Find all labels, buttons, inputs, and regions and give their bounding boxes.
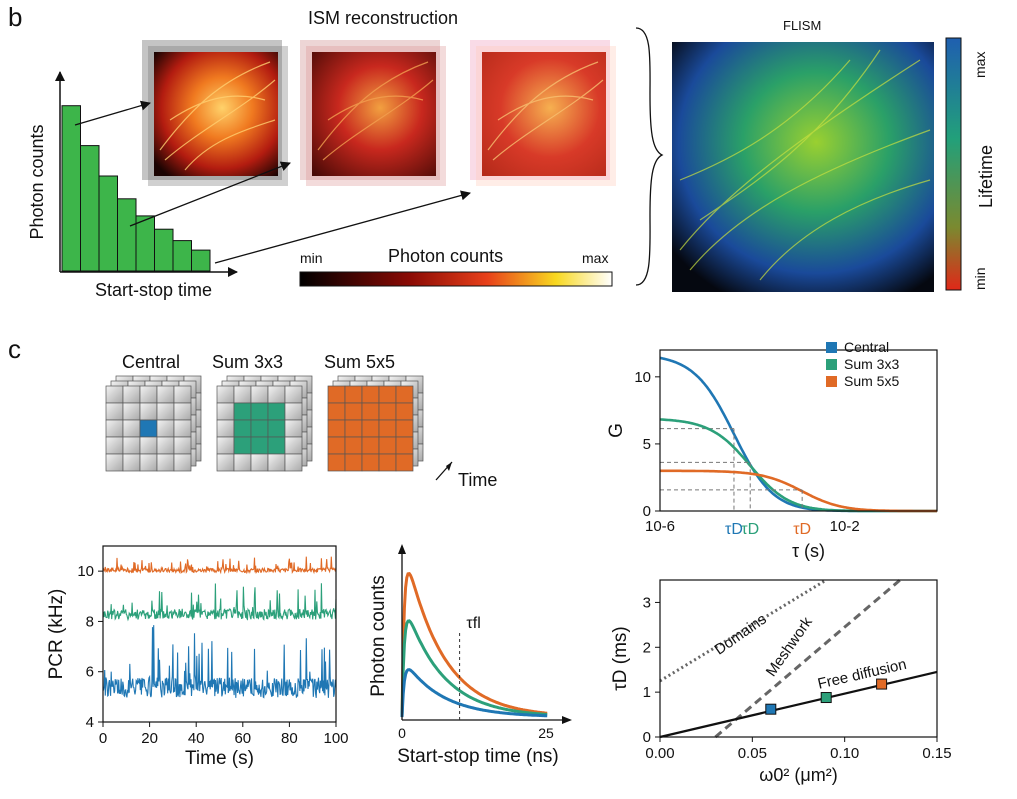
histogram-bar	[98, 175, 118, 272]
histogram-bar	[61, 105, 81, 272]
panel-letter-b: b	[8, 2, 23, 32]
domains-label: Domains	[711, 611, 769, 659]
grid-label-sum3: Sum 3x3	[212, 352, 284, 372]
g-y-tick: 10	[634, 369, 651, 386]
pcr-x-tick: 0	[99, 730, 107, 747]
meshwork-label: Meshwork	[763, 614, 816, 680]
histogram-bar	[172, 240, 192, 272]
hist-y-label: Photon counts	[27, 124, 47, 240]
diffusion-x-tick: 0.10	[830, 745, 859, 762]
pcr-x-tick: 100	[323, 730, 348, 747]
g-y-label: G	[606, 423, 627, 438]
g-x-tick: 10-6	[645, 518, 675, 535]
flism-title: FLISM	[783, 18, 822, 33]
pcr-y-tick: 6	[86, 664, 94, 681]
diffusion-point	[820, 692, 832, 704]
pcr-y-tick: 10	[77, 563, 94, 580]
lifetime-bar-max: max	[972, 51, 988, 78]
diffusion-line	[714, 578, 902, 739]
histogram-bar	[117, 198, 137, 272]
histogram-bar	[191, 249, 211, 272]
decay-curve	[400, 668, 548, 718]
legend-entry: Sum 3x3	[844, 356, 899, 372]
pcr-x-tick: 20	[141, 730, 158, 747]
ism-title: ISM reconstruction	[308, 8, 459, 28]
g-y-tick: 0	[643, 503, 651, 520]
g-curve	[660, 418, 937, 513]
ism-stack-2	[300, 40, 446, 186]
g-x-label: τ (s)	[792, 541, 825, 561]
pcr-chart: 0 20 40 60 80 100 4 6 8 10 Time (s) PCR (kHz)	[46, 545, 349, 769]
g-y-tick: 5	[643, 436, 651, 453]
legend-entry: Central	[844, 339, 889, 355]
flism-image	[672, 42, 934, 292]
pcr-x-tick: 80	[281, 730, 298, 747]
tau-fl-annotation: τfl	[466, 615, 480, 632]
tau-d-label: τD	[725, 521, 743, 538]
diffusion-y-tick: 2	[643, 639, 651, 656]
legend-swatch	[826, 359, 837, 370]
decay-curve	[400, 571, 548, 718]
pixel-grids	[105, 375, 453, 481]
free-diffusion-label: Free diffusion	[816, 656, 908, 693]
histogram-bars	[61, 105, 211, 272]
pcr-x-tick: 40	[188, 730, 205, 747]
tau-d-label: τD	[793, 521, 811, 538]
grid-label-sum5: Sum 5x5	[324, 352, 396, 372]
diffusion-x-tick: 0.15	[922, 745, 951, 762]
diffusion-x-tick: 0.05	[738, 745, 767, 762]
pixel-grid-central	[105, 375, 202, 472]
pcr-trace	[102, 556, 337, 575]
panel-b-graphics	[55, 27, 962, 292]
histogram-bar	[154, 228, 174, 272]
pcr-y-tick: 8	[86, 613, 94, 630]
decay-chart: τfl 0 25 Start-stop time (ns) Photon counts	[368, 544, 572, 767]
photon-bar-label: Photon counts	[388, 246, 504, 266]
histogram-bar	[80, 145, 100, 272]
pixel-grid-sum5	[327, 375, 424, 472]
diffusion-x-label: ω0² (μm²)	[759, 765, 837, 785]
pcr-x-tick: 60	[234, 730, 251, 747]
decay-x-tick: 0	[398, 725, 406, 741]
diffusion-x-tick: 0.00	[645, 745, 674, 762]
decay-curve	[400, 619, 548, 718]
photon-bar-max: max	[582, 250, 609, 266]
grid-label-central: Central	[122, 352, 181, 372]
pcr-y-label: PCR (kHz)	[46, 589, 67, 680]
hist-x-label: Start-stop time	[95, 280, 213, 300]
panel-letter-c: c	[8, 334, 21, 364]
ism-stack-1	[142, 40, 288, 186]
diffusion-y-tick: 0	[643, 729, 651, 746]
legend-entry: Sum 5x5	[844, 373, 899, 389]
diffusion-y-tick: 3	[643, 594, 651, 611]
decay-x-label: Start-stop time (ns)	[397, 746, 559, 767]
diffusion-point	[876, 678, 888, 690]
pixel-grid-sum3	[216, 375, 313, 472]
decay-x-tick: 25	[538, 725, 554, 741]
diffusion-point	[765, 703, 777, 715]
photon-bar-min: min	[300, 250, 323, 266]
lifetime-bar-label: Lifetime	[976, 144, 996, 208]
diffusion-y-label: τD (ms)	[610, 626, 631, 691]
legend-swatch	[826, 376, 837, 387]
pcr-trace	[102, 625, 337, 699]
histogram-bar	[135, 215, 155, 272]
pcr-trace	[102, 583, 337, 622]
pcr-y-tick: 4	[86, 714, 94, 731]
g-x-tick: 10-2	[830, 518, 860, 535]
lifetime-bar-min: min	[972, 267, 988, 290]
pcr-x-label: Time (s)	[185, 748, 254, 769]
time-label: Time	[458, 470, 498, 490]
diffusion-line	[659, 670, 938, 739]
legend-swatch	[826, 342, 837, 353]
decay-y-label: Photon counts	[368, 575, 389, 696]
ism-stack-3	[470, 40, 616, 186]
diffusion-y-tick: 1	[643, 684, 651, 701]
tau-d-label: τD	[741, 521, 759, 538]
